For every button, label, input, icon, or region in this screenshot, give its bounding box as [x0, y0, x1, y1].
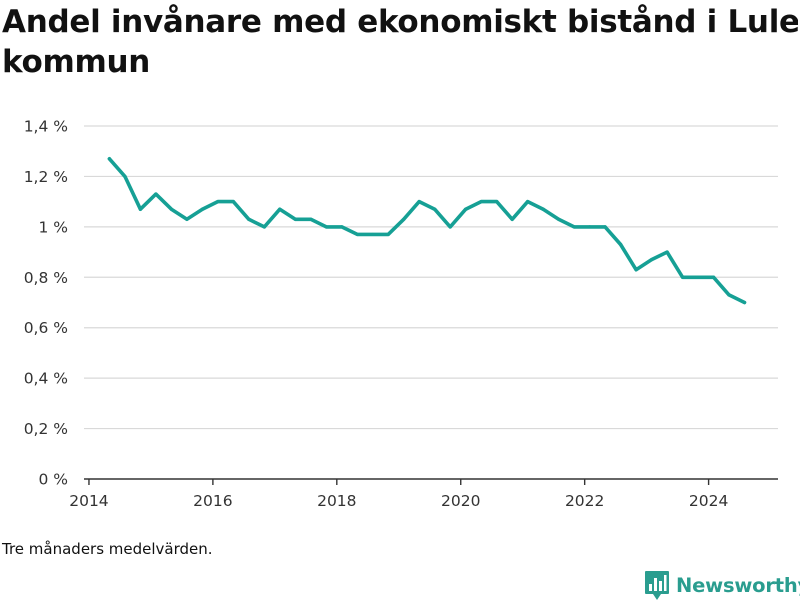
data-point [665, 250, 669, 254]
logo-bar-2 [654, 577, 657, 591]
data-point [696, 275, 700, 279]
y-tick-label: 0 % [38, 471, 68, 489]
data-point [154, 192, 158, 196]
data-point [169, 207, 173, 211]
logo-bar-1 [649, 583, 652, 591]
data-point [107, 157, 112, 161]
data-point [742, 300, 747, 305]
data-point [572, 225, 576, 229]
y-axis-tick-labels: 0 % 0,2 % 0,4 % 0,6 % 0,8 % 1 % 1,2 % 1,4 % [24, 118, 68, 489]
data-point [293, 217, 297, 221]
data-point [309, 217, 313, 221]
y-tick-label: 0,6 % [24, 319, 68, 337]
data-point [262, 225, 266, 229]
data-point [231, 200, 235, 204]
data-point [464, 207, 468, 211]
logo-bar-4 [664, 574, 667, 591]
x-tick-label: 2022 [565, 492, 604, 510]
data-point [216, 200, 220, 204]
data-point [417, 200, 421, 204]
newsworthy-wordmark: Newsworthy [676, 573, 800, 597]
data-point [371, 232, 375, 237]
data-point [185, 217, 189, 221]
y-tick-label: 0,2 % [24, 420, 68, 438]
data-point [200, 207, 204, 211]
newsworthy-logo-icon [645, 570, 669, 600]
chart-title-line-1: Andel invånare med ekonomiskt bistånd i … [2, 4, 798, 40]
data-point [557, 217, 561, 221]
data-point [324, 225, 328, 229]
chart-footnote: Tre månaders medelvärden. [2, 540, 213, 558]
chart-title-line-2: kommun [2, 44, 151, 80]
y-tick-label: 1,2 % [24, 168, 68, 186]
data-point [123, 174, 127, 179]
data-point [386, 232, 390, 237]
data-point [433, 207, 437, 211]
data-point [479, 200, 483, 204]
x-tick-label: 2016 [193, 492, 232, 510]
data-point [680, 275, 685, 279]
y-tick-label: 1 % [38, 218, 68, 236]
chart-title: Andel invånare med ekonomiskt bistånd i … [2, 2, 798, 82]
data-point [138, 207, 142, 211]
data-series [107, 157, 747, 305]
data-point [588, 225, 592, 229]
data-point [278, 207, 282, 211]
y-tick-label: 0,4 % [24, 370, 68, 388]
data-point [603, 225, 607, 229]
newsworthy-brand[interactable]: Newsworthy [644, 568, 800, 602]
data-point [340, 225, 344, 229]
x-tick-label: 2018 [317, 492, 356, 510]
data-point [355, 232, 359, 237]
data-point [495, 200, 499, 204]
data-point [510, 217, 514, 221]
logo-bar-3 [659, 580, 662, 591]
data-point [634, 268, 638, 272]
data-point [526, 200, 530, 204]
series-line [107, 157, 747, 305]
data-point [727, 293, 731, 297]
data-point [649, 258, 654, 262]
data-point [541, 207, 545, 211]
data-point [619, 242, 623, 247]
data-point [711, 275, 716, 279]
y-tick-label: 1,4 % [24, 118, 68, 136]
data-point [448, 225, 452, 229]
y-tick-label: 0,8 % [24, 269, 68, 287]
x-tick-label: 2020 [441, 492, 480, 510]
x-axis: 2014 2016 2018 2020 2022 2024 [69, 478, 778, 510]
gridlines [84, 125, 778, 430]
data-point [247, 217, 251, 221]
data-point [402, 217, 406, 221]
x-tick-label: 2024 [689, 492, 728, 510]
x-tick-label: 2014 [69, 492, 108, 510]
